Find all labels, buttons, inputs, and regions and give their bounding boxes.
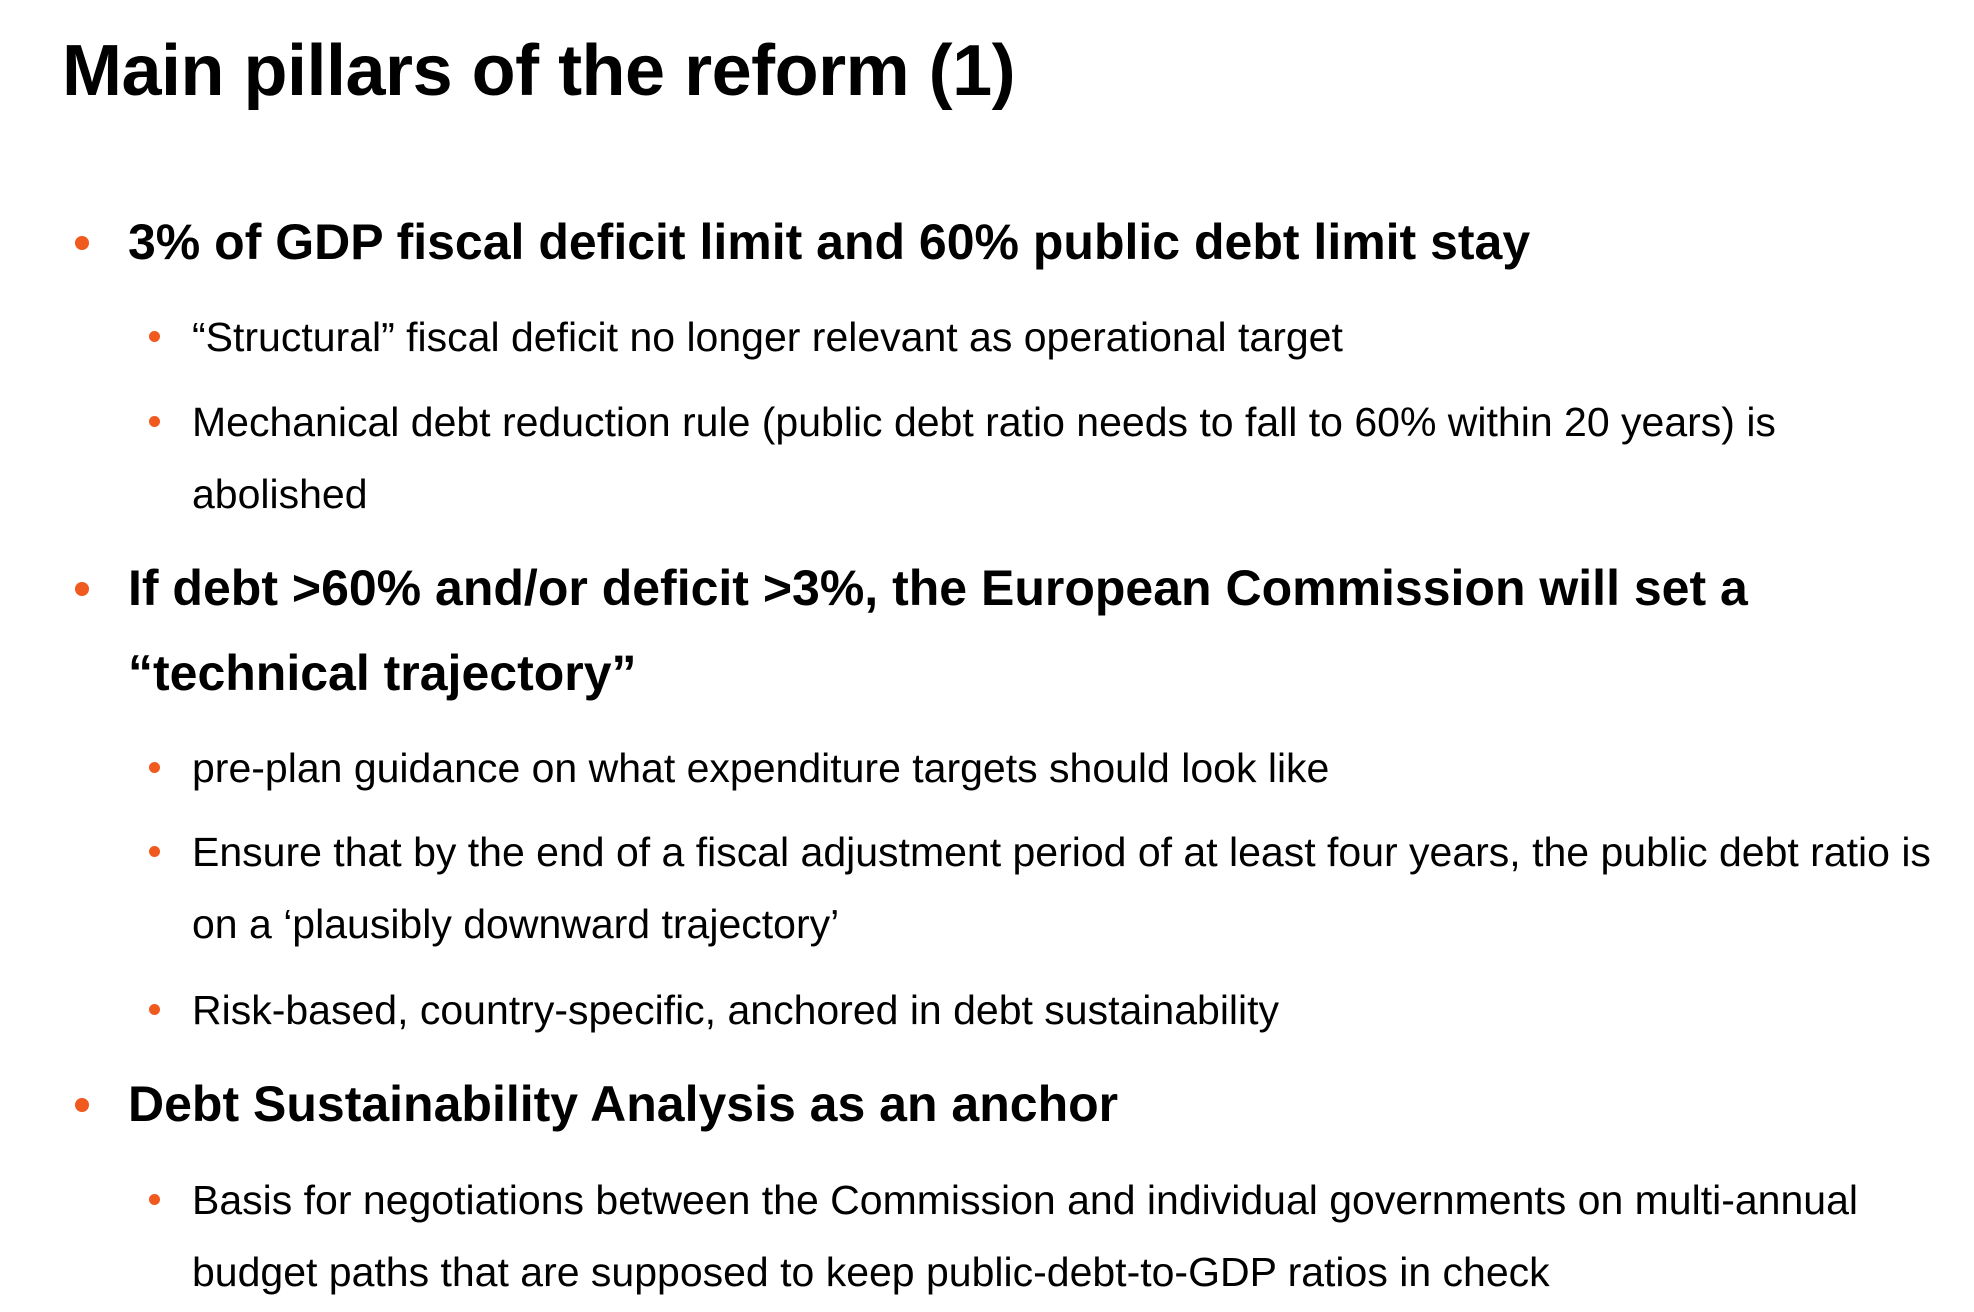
sub-bullet-text: Basis for negotiations between the Commi… (192, 1177, 1870, 1295)
bullet-dot-icon (75, 1098, 89, 1112)
bullet-dot-icon (75, 582, 89, 596)
bullet-dot-icon (149, 1004, 160, 1015)
bullet-text: Debt Sustainability Analysis as an ancho… (128, 1076, 1119, 1132)
sub-bullet-text: Mechanical debt reduction rule (public d… (192, 399, 1788, 517)
bullet-dot-icon (149, 331, 160, 342)
bullet-dot-icon (149, 762, 160, 773)
bullet-dot-icon (149, 416, 160, 427)
bullet-text: If debt >60% and/or deficit >3%, the Eur… (128, 560, 1762, 701)
sub-bullet-text: Risk-based, country-specific, anchored i… (192, 987, 1280, 1033)
slide-title: Main pillars of the reform (1) (62, 31, 1016, 111)
bullet-dot-icon (149, 846, 160, 857)
bullet-dot-icon (149, 1194, 160, 1205)
bullet-text: 3% of GDP fiscal deficit limit and 60% p… (128, 214, 1531, 270)
sub-bullet-text: pre-plan guidance on what expenditure ta… (192, 745, 1330, 791)
bullet-dot-icon (75, 236, 89, 250)
sub-bullet-text: Ensure that by the end of a fiscal adjus… (192, 829, 1943, 947)
sub-bullet-text: “Structural” fiscal deficit no longer re… (192, 314, 1343, 360)
